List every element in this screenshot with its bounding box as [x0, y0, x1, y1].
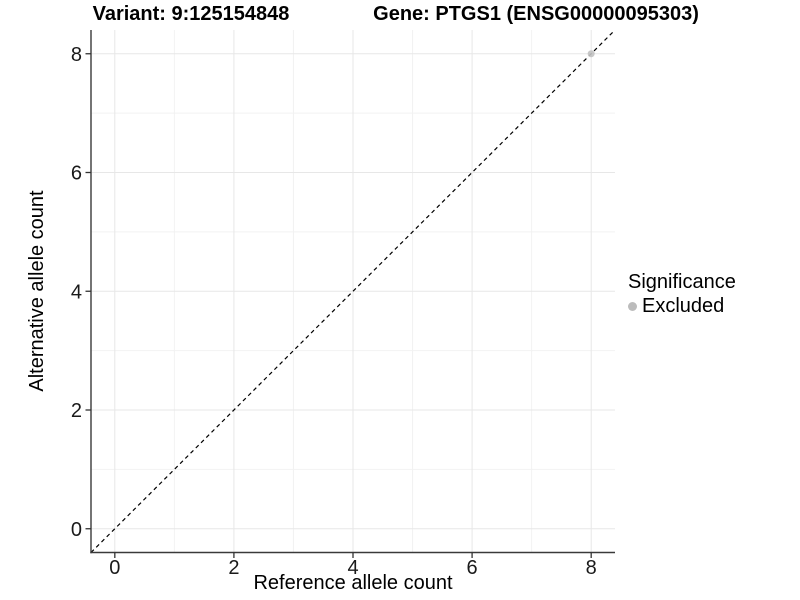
y-tick-label: 0 — [71, 519, 82, 541]
gene-title: Gene: PTGS1 (ENSG00000095303) — [373, 3, 699, 25]
legend: Significance Excluded — [628, 271, 736, 318]
y-tick-label: 2 — [71, 400, 82, 422]
y-tick-label: 8 — [71, 44, 82, 66]
y-tick-label: 6 — [71, 163, 82, 185]
x-tick-label: 4 — [347, 557, 358, 579]
legend-entry: Excluded — [628, 295, 736, 318]
variant-title: Variant: 9:125154848 — [92, 3, 290, 25]
legend-key-dot — [628, 302, 637, 311]
data-point — [587, 50, 595, 58]
x-tick-label: 8 — [586, 557, 597, 579]
x-tick-label: 6 — [467, 557, 478, 579]
legend-title: Significance — [628, 271, 736, 293]
x-axis-label: Reference allele count — [253, 572, 453, 594]
x-tick-label: 2 — [228, 557, 239, 579]
data-points — [587, 50, 595, 58]
y-axis-label: Alternative allele count — [26, 190, 48, 392]
major-gridlines — [91, 30, 615, 553]
identity-line — [90, 29, 616, 553]
x-tick-label: 0 — [109, 557, 120, 579]
tick-marks — [85, 53, 592, 558]
y-tick-label: 4 — [71, 281, 82, 303]
legend-entry-label: Excluded — [642, 295, 725, 317]
tick-labels: 0 2 4 6 8 0 2 4 6 8 — [71, 44, 597, 579]
